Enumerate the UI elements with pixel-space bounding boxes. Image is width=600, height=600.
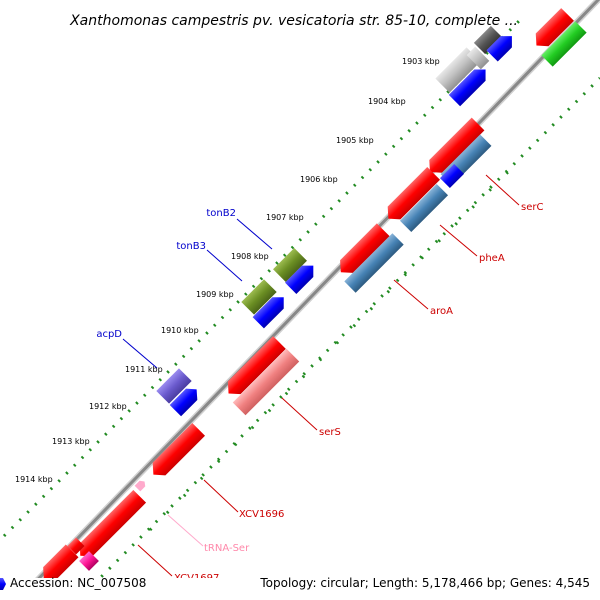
kbp-label: 1911 kbp xyxy=(125,365,163,374)
gene-tonb2-blue[interactable] xyxy=(285,260,319,294)
gene-tonb2-olive[interactable] xyxy=(273,248,307,282)
gene-top-gray[interactable] xyxy=(435,47,481,93)
kbp-label: 1914 kbp xyxy=(15,475,53,484)
gene-phea[interactable] xyxy=(382,167,440,225)
kbp-label: 1905 kbp xyxy=(336,136,374,145)
gene-sers[interactable] xyxy=(222,336,286,400)
gc-track-outer xyxy=(2,18,522,538)
kbp-label: 1904 kbp xyxy=(368,97,406,106)
kbp-labels: 1903 kbp 1904 kbp 1905 kbp 1906 kbp 1907… xyxy=(15,57,440,484)
gene-label-serc[interactable]: serC xyxy=(521,202,543,213)
gene-acpd-violet[interactable] xyxy=(156,368,192,404)
gene-phea-steel[interactable] xyxy=(399,183,449,233)
kbp-label: 1912 kbp xyxy=(89,402,127,411)
gene-xcv1696[interactable] xyxy=(147,423,205,481)
kbp-label: 1908 kbp xyxy=(231,252,269,261)
leader-lines xyxy=(122,174,520,577)
backbone-core xyxy=(16,0,600,600)
footer-background xyxy=(0,578,600,600)
gene-bottom-red-small[interactable] xyxy=(67,537,85,555)
gene-tonb3-blue[interactable] xyxy=(252,292,290,329)
gene-label-phea[interactable]: pheA xyxy=(479,253,505,264)
kbp-label: 1907 kbp xyxy=(266,213,304,222)
gene-label-sers[interactable]: serS xyxy=(319,427,341,438)
gene-serc-blue[interactable] xyxy=(439,163,465,189)
gene-label-acpd[interactable]: acpD xyxy=(96,329,122,340)
accession-text: Accession: NC_007508 xyxy=(10,576,146,590)
gene-tonb3-olive[interactable] xyxy=(241,279,277,315)
gene-sers-pink[interactable] xyxy=(232,348,300,416)
gene-top-blue-2[interactable] xyxy=(486,30,517,62)
gene-aroa[interactable] xyxy=(334,223,390,278)
kbp-label: 1903 kbp xyxy=(402,57,440,66)
gene-label-tonb3[interactable]: tonB3 xyxy=(176,241,206,252)
kbp-label: 1909 kbp xyxy=(196,290,234,299)
gene-bottom-red[interactable] xyxy=(37,544,79,585)
gene-top-right-green[interactable] xyxy=(541,21,587,67)
gene-top-gray-2[interactable] xyxy=(466,46,490,70)
summary-text: Topology: circular; Length: 5,178,466 bp… xyxy=(259,576,590,590)
kbp-label: 1913 kbp xyxy=(52,437,90,446)
gene-top-right-red[interactable] xyxy=(530,8,574,52)
gene-aroa-steel[interactable] xyxy=(344,233,404,293)
kbp-label: 1906 kbp xyxy=(300,175,338,184)
gene-xcv1697[interactable] xyxy=(74,489,147,562)
gene-label-trna-ser[interactable]: tRNA-Ser xyxy=(204,543,250,554)
gene-serc[interactable] xyxy=(424,117,485,179)
legend-blue-icon xyxy=(0,578,6,590)
map-title: Xanthomonas campestris pv. vesicatoria s… xyxy=(69,13,518,29)
gene-trna-ser[interactable] xyxy=(134,479,148,492)
gene-top-dark[interactable] xyxy=(473,25,503,55)
gene-label-tonb2[interactable]: tonB2 xyxy=(206,208,236,219)
gene-label-aroa[interactable]: aroA xyxy=(430,306,453,317)
gene-label-xcv1696[interactable]: XCV1696 xyxy=(239,509,284,520)
gene-top-blue-1[interactable] xyxy=(448,64,491,107)
gc-track-inner xyxy=(76,76,600,600)
kbp-label: 1910 kbp xyxy=(161,326,199,335)
gene-acpd-blue[interactable] xyxy=(169,384,203,417)
